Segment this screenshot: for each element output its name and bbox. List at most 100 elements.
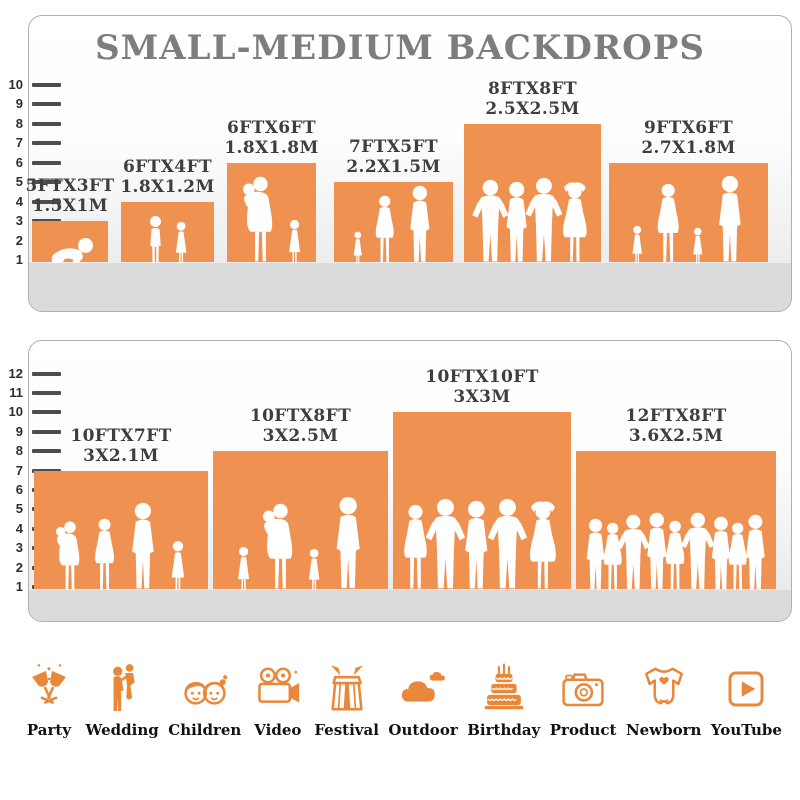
backdrop-bar-9ftx6ft	[609, 162, 768, 265]
person-silhouette-woman2	[553, 181, 597, 265]
size-label-ft: 7FTX5FT	[348, 137, 439, 158]
silhouette-group	[227, 175, 316, 265]
axis-tick-label: 4	[15, 193, 23, 209]
person-silhouette-girl	[689, 227, 707, 265]
size-label-ft: 9FTX6FT	[643, 117, 734, 138]
panel-plot-area	[29, 341, 791, 621]
backdrop-bar-8ftx8ft	[464, 123, 601, 265]
size-label-m: 1.5X1M	[32, 196, 108, 217]
category-wedding: Wedding	[86, 662, 159, 739]
size-label-ft: 12FTX8FT	[625, 406, 727, 427]
axis-tick-label: 3	[15, 540, 23, 556]
axis-tick-label: 9	[15, 96, 23, 112]
person-silhouette-man	[124, 502, 162, 592]
backdrop-size-label: 9FTX6FT 2.7X1.8M	[641, 118, 735, 158]
axis-tick-mark	[32, 410, 61, 415]
person-silhouette-girl	[171, 221, 191, 265]
backdrop-bar-10ftx7ft	[34, 470, 208, 592]
backdrop-size-label: 10FTX7FT 3X2.1M	[70, 426, 171, 466]
axis-tick-label: 4	[15, 520, 23, 536]
floor-strip	[29, 590, 791, 621]
birthday-icon	[477, 662, 531, 716]
size-label-m: 1.8X1.2M	[120, 176, 215, 197]
category-outdoor: Outdoor	[388, 662, 458, 739]
page-title: SMALL-MEDIUM BACKDROPS	[95, 28, 705, 68]
backdrop-size-label: 12FTX8FT 3.6X2.5M	[625, 406, 726, 446]
backdrop-size-label: 10FTX8FT 3X2.5M	[250, 406, 351, 446]
axis-tick-label: 9	[15, 423, 23, 439]
person-silhouette-girl	[350, 231, 366, 265]
size-label-ft: 5FTX3FT	[25, 176, 115, 197]
axis-tick-label: 5	[15, 501, 23, 517]
axis-tick-label: 1	[15, 252, 23, 267]
outdoor-icon	[396, 662, 450, 716]
silhouette-group	[334, 185, 453, 265]
axis-tick-label: 8	[15, 115, 23, 131]
axis-tick-mark	[32, 82, 61, 87]
silhouette-group	[121, 215, 214, 265]
axis-tick-label: 7	[15, 462, 23, 478]
size-label-m: 2.7X1.8M	[641, 137, 736, 158]
backdrop-bar-10ftx8ft	[213, 451, 388, 589]
category-row: Party Wedding Children Video Festival Outdoor…	[22, 662, 782, 739]
person-silhouette-man	[739, 514, 772, 592]
size-label-m: 2.5X2.5M	[485, 98, 580, 119]
size-label-ft: 6FTX4FT	[122, 156, 213, 177]
axis-tick-label: 10	[8, 404, 23, 420]
category-label: Outdoor	[388, 721, 458, 739]
axis-tick-mark	[32, 449, 61, 454]
category-newborn: Newborn	[626, 662, 701, 739]
silhouette-group	[213, 496, 388, 592]
axis-tick-label: 5	[15, 174, 23, 190]
product-icon	[556, 662, 610, 716]
person-silhouette-woman2	[519, 500, 567, 592]
youtube-icon	[719, 662, 773, 716]
size-label-ft: 6FTX6FT	[226, 117, 317, 138]
category-party: Party	[22, 662, 76, 739]
axis-tick-label: 7	[15, 135, 23, 151]
backdrop-size-label: 6FTX4FT 1.8X1.2M	[120, 157, 214, 197]
size-label-m: 3X2.1M	[83, 445, 159, 466]
axis-tick-mark	[32, 371, 61, 376]
axis-tick-label: 2	[15, 232, 23, 248]
size-label-ft: 8FTX8FT	[487, 78, 578, 99]
axis-tick-mark	[32, 429, 61, 434]
backdrop-bar-7ftx5ft	[334, 182, 453, 262]
backdrop-bar-12ftx8ft	[576, 451, 776, 589]
size-label-m: 1.8X1.8M	[224, 137, 319, 158]
axis-tick-label: 8	[15, 443, 23, 459]
wedding-icon	[95, 662, 149, 716]
backdrop-size-label: 8FTX8FT 2.5X2.5M	[485, 79, 579, 119]
category-label: Newborn	[625, 721, 702, 739]
video-icon	[251, 662, 305, 716]
children-icon	[178, 662, 232, 716]
size-label-m: 3X3M	[453, 387, 511, 408]
category-label: YouTube	[710, 721, 782, 739]
backdrop-bar-5ftx3ft	[32, 221, 108, 262]
person-silhouette-man	[403, 185, 437, 265]
category-label: Video	[254, 721, 302, 739]
size-chart-panel-medium: 1 2 3 4 5 6 7 8 9 10 11 12 10FTX7FT 3X2.1M 10FTX8FT 3X2…	[9, 340, 792, 622]
backdrop-size-label: 7FTX5FT 2.2X1.5M	[346, 137, 440, 177]
backdrop-size-label: 6FTX6FT 1.8X1.8M	[224, 118, 318, 158]
backdrop-size-label: 5FTX3FT 1.5X1M	[25, 176, 114, 216]
category-youtube: YouTube	[711, 662, 782, 739]
party-icon	[22, 662, 76, 716]
silhouette-group	[464, 177, 601, 265]
festival-icon	[320, 662, 374, 716]
size-label-ft: 10FTX10FT	[425, 367, 539, 388]
axis-tick-label: 6	[15, 482, 23, 497]
axis-tick-mark	[32, 121, 61, 126]
person-silhouette-girl	[233, 546, 254, 592]
axis-tick-mark	[32, 180, 61, 185]
person-silhouette-girl	[304, 548, 324, 592]
size-label-ft: 10FTX8FT	[249, 406, 352, 427]
axis-tick-label: 3	[15, 213, 23, 229]
category-children: Children	[168, 662, 241, 739]
person-silhouette-man	[328, 496, 368, 592]
category-label: Children	[168, 721, 242, 739]
person-silhouette-man	[711, 175, 749, 265]
person-silhouette-girl	[628, 225, 646, 265]
size-label-m: 3X2.5M	[262, 426, 339, 447]
